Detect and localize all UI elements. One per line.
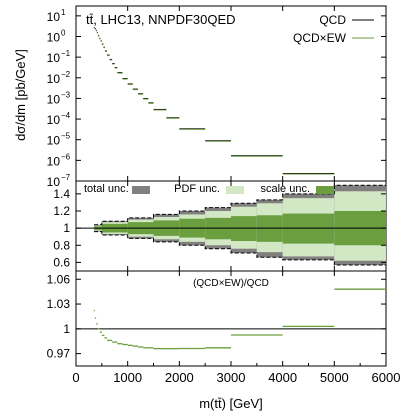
x-tick-label-4: 4000 xyxy=(268,370,297,385)
unc-y-tick-label-1: 0.8 xyxy=(53,238,70,252)
x-tick-label-2: 2000 xyxy=(165,370,194,385)
ratio-panel-label: (QCD×EW)/QCD xyxy=(193,278,269,289)
main-y-tick-label-7: 10 xyxy=(47,154,61,168)
ratio-y-tick-label-0: 0.97 xyxy=(47,347,71,361)
x-tick-label-1: 1000 xyxy=(113,370,142,385)
x-axis-title: m(tt̄) [GeV] xyxy=(199,396,263,411)
main-y-tick-label-4: 10 xyxy=(47,92,61,106)
main-y-tick-label-2: 10 xyxy=(47,51,61,65)
main-y-tick-exp-0: 1 xyxy=(61,8,66,17)
legend-scale-unc-label: scale unc. xyxy=(260,183,310,195)
main-legend: QCD QCD×EW xyxy=(293,13,374,45)
x-tick-label-3: 3000 xyxy=(217,370,246,385)
main-y-tick-exp-7: −6 xyxy=(61,152,71,161)
legend-pdf-unc-label: PDF unc. xyxy=(174,183,220,195)
uncertainty-panel-marks xyxy=(76,184,386,266)
total-unc-upper-envelope xyxy=(94,184,386,226)
x-tick-label-6: 6000 xyxy=(372,370,401,385)
unc-y-tick-label-3: 1.2 xyxy=(53,204,70,218)
y-axis-title: dσ/dm [pb/GeV] xyxy=(13,49,28,141)
ratio-panel-marks xyxy=(76,288,386,350)
main-y-tick-label-5: 10 xyxy=(47,113,61,127)
ratio-y-tick-label-2: 1.03 xyxy=(47,297,71,311)
legend-qcdew-label: QCD×EW xyxy=(293,31,347,45)
unc-y-tick-label-0: 0.6 xyxy=(53,255,70,269)
main-y-tick-exp-1: 0 xyxy=(61,28,66,37)
main-y-tick-exp-4: −3 xyxy=(61,90,71,99)
total-unc-lower-envelope xyxy=(94,231,386,266)
main-y-tick-label-1: 10 xyxy=(47,30,61,44)
main-y-tick-label-3: 10 xyxy=(47,72,61,86)
legend-pdf-unc-swatch xyxy=(226,186,244,194)
unc-y-tick-label-4: 1.4 xyxy=(53,187,70,201)
legend-scale-unc-swatch xyxy=(316,186,334,194)
main-y-tick-exp-8: −7 xyxy=(61,173,71,182)
chart-title: tt̄, LHC13, NNPDF30QED xyxy=(86,12,236,27)
main-y-tick-exp-6: −5 xyxy=(61,132,71,141)
uncertainty-legend: total unc. PDF unc. scale unc. xyxy=(84,183,334,195)
main-y-tick-exp-2: −1 xyxy=(61,49,71,58)
x-tick-label-0: 0 xyxy=(72,370,79,385)
legend-total-unc-label: total unc. xyxy=(84,183,129,195)
main-y-tick-label-0: 10 xyxy=(47,10,61,24)
main-y-tick-exp-5: −4 xyxy=(61,111,71,120)
main-panel-marks xyxy=(93,27,386,188)
main-y-tick-label-8: 10 xyxy=(47,175,61,189)
legend-qcd-label: QCD xyxy=(319,13,346,27)
x-tick-label-5: 5000 xyxy=(320,370,349,385)
main-y-tick-label-6: 10 xyxy=(47,134,61,148)
unc-y-tick-label-2: 1 xyxy=(63,221,70,235)
ratio-y-tick-label-3: 1.06 xyxy=(47,272,71,286)
main-y-tick-exp-3: −2 xyxy=(61,70,71,79)
ratio-y-tick-label-1: 1 xyxy=(63,322,70,336)
legend-total-unc-swatch xyxy=(132,186,150,194)
